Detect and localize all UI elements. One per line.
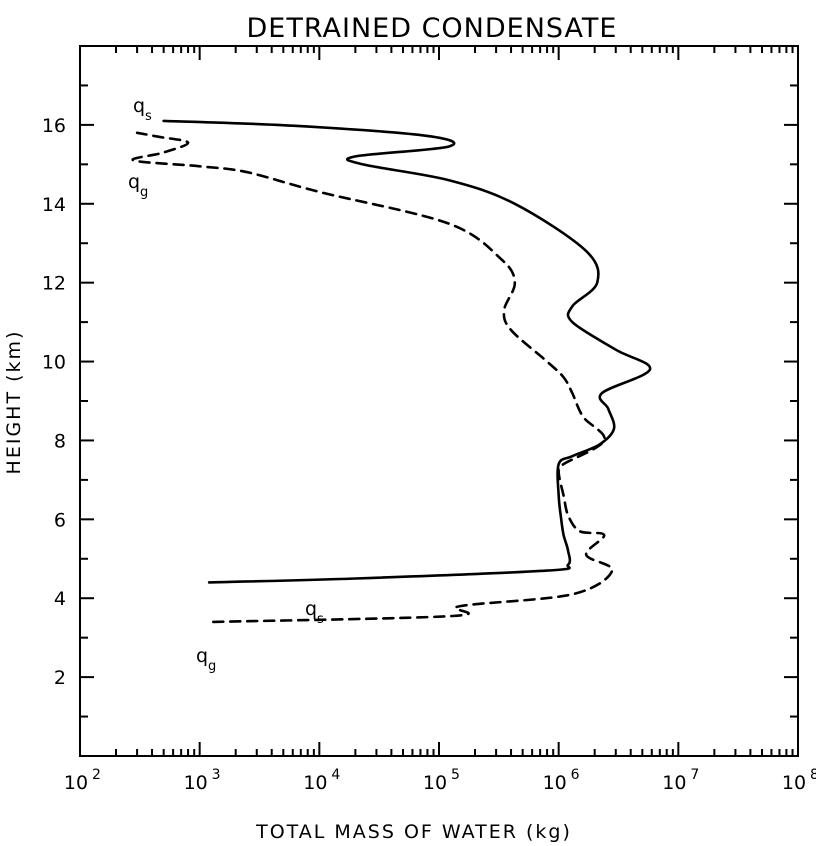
x-tick-label-exponent: 5 bbox=[451, 767, 460, 783]
x-tick-label: 10 5 bbox=[423, 767, 460, 794]
x-tick-label-exponent: 7 bbox=[690, 767, 699, 783]
series-line-qg bbox=[131, 131, 614, 624]
y-tick-label: 2 bbox=[54, 667, 66, 689]
series-labels: q sq gq sq g bbox=[128, 95, 324, 674]
series-label-subscript: g bbox=[208, 659, 216, 674]
x-tick-label-exponent: 6 bbox=[571, 767, 580, 783]
x-tick-label-base: 10 bbox=[64, 772, 88, 794]
series-label-main: q bbox=[133, 95, 145, 117]
x-tick-label: 10 4 bbox=[303, 767, 340, 794]
series-label-main: q bbox=[305, 598, 317, 620]
y-tick-label: 14 bbox=[42, 194, 66, 216]
y-tick-label: 8 bbox=[54, 430, 66, 452]
y-tick-label: 12 bbox=[42, 273, 66, 295]
series-layer bbox=[131, 119, 652, 624]
x-tick-label: 10 8 bbox=[782, 767, 816, 794]
x-tick-label-base: 10 bbox=[662, 772, 686, 794]
chart-title: DETRAINED CONDENSATE bbox=[247, 13, 618, 44]
series-label-main: q bbox=[128, 171, 140, 193]
y-tick-label: 4 bbox=[54, 588, 66, 610]
series-label-subscript: g bbox=[140, 185, 148, 200]
x-tick-label-base: 10 bbox=[184, 772, 208, 794]
x-tick-label-exponent: 2 bbox=[92, 767, 101, 783]
y-tick-labels: 2 4 6 8 10 12 14 16 bbox=[42, 115, 66, 689]
axis-ticks bbox=[79, 46, 799, 756]
y-tick-label: 6 bbox=[54, 509, 66, 531]
y-axis-title: HEIGHT (km) bbox=[3, 330, 25, 475]
x-tick-label-exponent: 3 bbox=[212, 767, 221, 783]
plot-frame bbox=[79, 45, 799, 757]
y-tick-label: 16 bbox=[42, 115, 66, 137]
series-label-main: q bbox=[196, 645, 208, 667]
x-tick-label-base: 10 bbox=[423, 772, 447, 794]
x-tick-label-exponent: 8 bbox=[810, 767, 816, 783]
x-tick-label: 10 6 bbox=[543, 767, 580, 794]
x-tick-label: 10 7 bbox=[662, 767, 699, 794]
x-tick-label: 10 2 bbox=[64, 767, 101, 794]
x-tick-label-base: 10 bbox=[782, 772, 806, 794]
series-label-subscript: s bbox=[145, 109, 152, 124]
x-tick-label: 10 3 bbox=[184, 767, 221, 794]
x-tick-label-base: 10 bbox=[543, 772, 567, 794]
series-line-qs bbox=[162, 119, 652, 584]
series-label-subscript: s bbox=[317, 612, 324, 627]
x-tick-label-exponent: 4 bbox=[331, 767, 340, 783]
x-tick-labels: 10 2 10 3 10 4 10 5 10 6 10 7 10 8 bbox=[64, 767, 816, 794]
y-tick-label: 10 bbox=[42, 352, 66, 374]
x-tick-label-base: 10 bbox=[303, 772, 327, 794]
x-axis-title: TOTAL MASS OF WATER (kg) bbox=[255, 821, 572, 843]
